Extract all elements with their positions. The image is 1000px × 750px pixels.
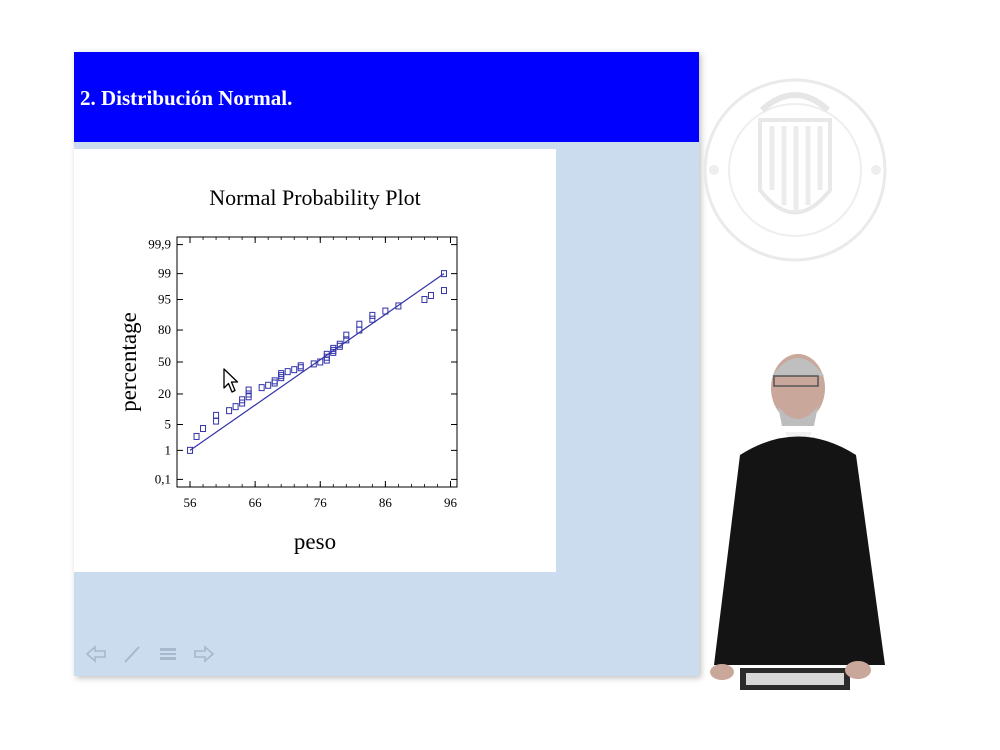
data-point-32 xyxy=(336,340,343,348)
x-tick-label-4: 96 xyxy=(444,495,458,510)
data-point-13 xyxy=(265,381,272,389)
data-point-0 xyxy=(187,446,194,454)
x-tick-label-0: 56 xyxy=(184,495,198,510)
y-axis-label: percentage xyxy=(116,312,141,412)
x-tick-label-2: 76 xyxy=(314,495,328,510)
data-point-20 xyxy=(291,366,298,374)
data-point-1 xyxy=(193,432,200,440)
fit-line xyxy=(189,273,445,451)
data-point-10 xyxy=(245,390,252,398)
data-point-8 xyxy=(239,396,246,404)
y-tick-label-2: 5 xyxy=(165,416,172,431)
data-point-38 xyxy=(369,311,376,319)
y-tick-label-3: 20 xyxy=(158,386,171,401)
data-point-27 xyxy=(323,350,330,358)
y-tick-label-4: 50 xyxy=(158,354,171,369)
y-tick-label-6: 95 xyxy=(158,292,171,307)
right-arrow-icon[interactable] xyxy=(192,643,216,665)
normal-probability-plot: Normal Probability Plot 0,1 1 5 20 50 80 95 99 99… xyxy=(116,185,458,554)
presenter-video xyxy=(700,340,890,720)
data-point-21 xyxy=(297,364,304,372)
chart-title: Normal Probability Plot xyxy=(209,185,420,210)
data-point-22 xyxy=(297,362,304,370)
data-point-23 xyxy=(310,360,317,368)
data-point-37 xyxy=(369,315,376,323)
x-tick-label-3: 86 xyxy=(379,495,393,510)
university-seal-watermark xyxy=(700,40,890,310)
x-axis-label: peso xyxy=(294,529,336,554)
slide-navigation xyxy=(84,642,216,666)
x-tick-label-1: 66 xyxy=(249,495,262,510)
data-point-44 xyxy=(440,270,447,278)
data-point-4 xyxy=(213,411,220,419)
slide: 2. Distribución Normal. Normal Probabili… xyxy=(74,52,699,676)
menu-icon[interactable] xyxy=(156,643,180,665)
data-point-34 xyxy=(343,331,350,339)
data-point-2 xyxy=(200,425,207,433)
data-point-41 xyxy=(421,296,428,304)
data-point-39 xyxy=(382,307,389,315)
data-point-42 xyxy=(427,291,434,299)
data-point-17 xyxy=(278,372,285,380)
data-point-33 xyxy=(343,336,350,344)
data-point-16 xyxy=(278,374,285,382)
y-tick-label-0: 0,1 xyxy=(155,471,171,486)
data-point-15 xyxy=(271,377,278,385)
data-point-30 xyxy=(330,344,337,352)
data-point-6 xyxy=(232,403,239,411)
data-point-12 xyxy=(258,384,265,392)
y-tick-label-1: 1 xyxy=(165,442,172,457)
mouse-cursor-icon xyxy=(223,368,239,399)
slide-header: 2. Distribución Normal. xyxy=(74,52,699,142)
data-point-3 xyxy=(213,417,220,425)
data-point-40 xyxy=(395,302,402,310)
data-point-19 xyxy=(284,368,291,376)
slide-title: 2. Distribución Normal. xyxy=(80,86,293,110)
data-point-5 xyxy=(226,407,233,415)
y-tick-label-5: 80 xyxy=(158,322,171,337)
data-point-43 xyxy=(440,287,447,295)
left-arrow-icon[interactable] xyxy=(84,643,108,665)
data-point-14 xyxy=(271,379,278,387)
y-tick-label-8: 99,9 xyxy=(148,237,171,252)
data-point-11 xyxy=(245,386,252,394)
data-point-36 xyxy=(356,320,363,328)
y-tick-label-7: 99 xyxy=(158,266,171,281)
data-point-24 xyxy=(317,358,324,366)
pencil-icon[interactable] xyxy=(120,643,144,665)
data-point-18 xyxy=(278,370,285,378)
plot-panel: Normal Probability Plot 0,1 1 5 20 50 80 95 99 99… xyxy=(74,149,556,572)
